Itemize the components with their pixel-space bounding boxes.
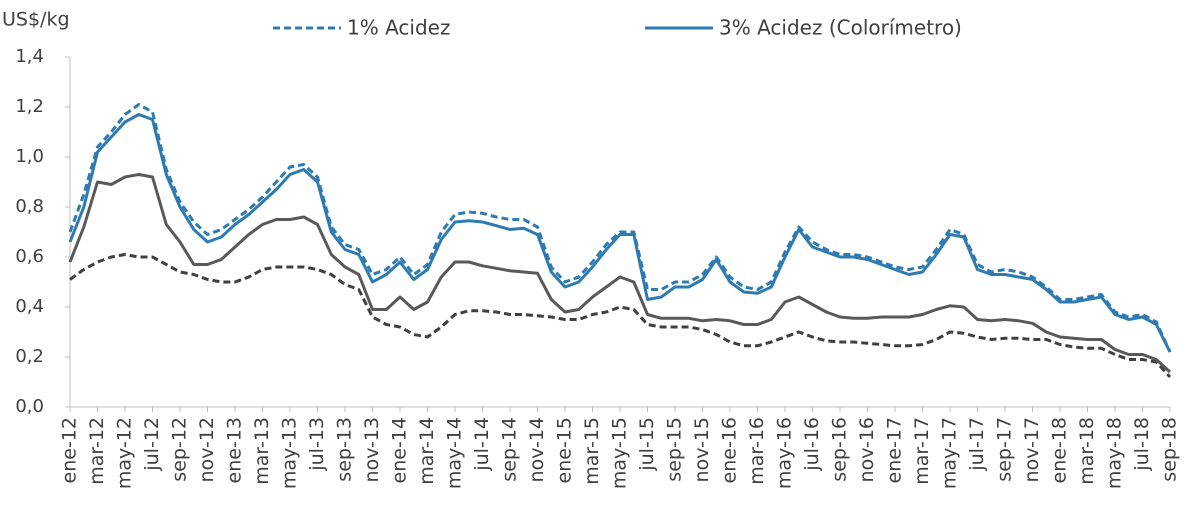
legend-label: 3% Acidez (Colorímetro) (719, 16, 962, 40)
y-tick-label: 1,4 (15, 46, 44, 67)
x-tick-label: jul-15 (636, 417, 658, 472)
x-tick-label: mar-14 (416, 417, 438, 485)
x-tick-label: mar-15 (581, 417, 603, 485)
series-line (68, 113, 1172, 353)
y-tick-label: 0,6 (15, 246, 44, 267)
y-tick-label: 0,2 (15, 346, 44, 367)
x-tick-label: ene-13 (224, 417, 246, 483)
x-tick-label: sep-15 (664, 417, 686, 482)
x-tick-label: sep-18 (1159, 417, 1181, 482)
x-tick-label: may-12 (114, 417, 136, 489)
x-tick-label: may-17 (939, 417, 961, 489)
x-tick-label: ene-12 (59, 417, 81, 483)
x-tick-label: ene-16 (719, 417, 741, 483)
x-tick-label: ene-18 (1049, 417, 1071, 483)
x-tick-label: sep-16 (829, 417, 851, 482)
x-tick-label: nov-15 (691, 417, 713, 482)
x-tick-label: sep-12 (169, 417, 191, 482)
x-tick-label: may-15 (609, 417, 631, 489)
y-tick-label: 0,8 (15, 196, 44, 217)
x-tick-label: mar-16 (746, 417, 768, 485)
x-tick-label: jul-18 (1131, 417, 1153, 472)
x-tick-label: mar-17 (911, 417, 933, 485)
x-tick-label: jul-12 (141, 417, 163, 472)
x-tick-label: nov-13 (361, 417, 383, 482)
x-tick-label: mar-12 (86, 417, 108, 485)
x-tick-label: sep-14 (499, 417, 521, 482)
x-tick-label: sep-17 (994, 417, 1016, 482)
x-tick-label: jul-13 (306, 417, 328, 472)
y-tick-label: 1,0 (15, 146, 44, 167)
x-tick-label: jul-17 (966, 417, 988, 472)
y-tick-label: 0,4 (15, 296, 44, 317)
series-line (69, 253, 1172, 379)
x-tick-label: nov-12 (196, 417, 218, 482)
series-line (68, 103, 1172, 353)
y-tick-label: 1,2 (15, 96, 44, 117)
x-tick-label: nov-16 (856, 417, 878, 482)
x-tick-label: jul-14 (471, 417, 493, 472)
x-tick-label: mar-13 (251, 417, 273, 485)
x-tick-label: sep-13 (334, 417, 356, 482)
x-tick-label: may-16 (774, 417, 796, 489)
x-tick-label: ene-14 (389, 417, 411, 483)
x-tick-label: nov-17 (1021, 417, 1043, 482)
y-tick-label: 0,0 (15, 396, 44, 417)
y-axis-label: US$/kg (2, 9, 70, 31)
series-line (68, 173, 1172, 374)
x-tick-label: ene-15 (554, 417, 576, 483)
x-tick-label: may-13 (279, 417, 301, 489)
x-tick-label: ene-17 (884, 417, 906, 483)
x-tick-label: may-18 (1104, 417, 1126, 489)
x-tick-label: may-14 (444, 417, 466, 489)
x-tick-label: mar-18 (1076, 417, 1098, 485)
x-tick-label: jul-16 (801, 417, 823, 472)
legend-label: 1% Acidez (347, 16, 450, 40)
x-tick-label: nov-14 (526, 417, 548, 482)
